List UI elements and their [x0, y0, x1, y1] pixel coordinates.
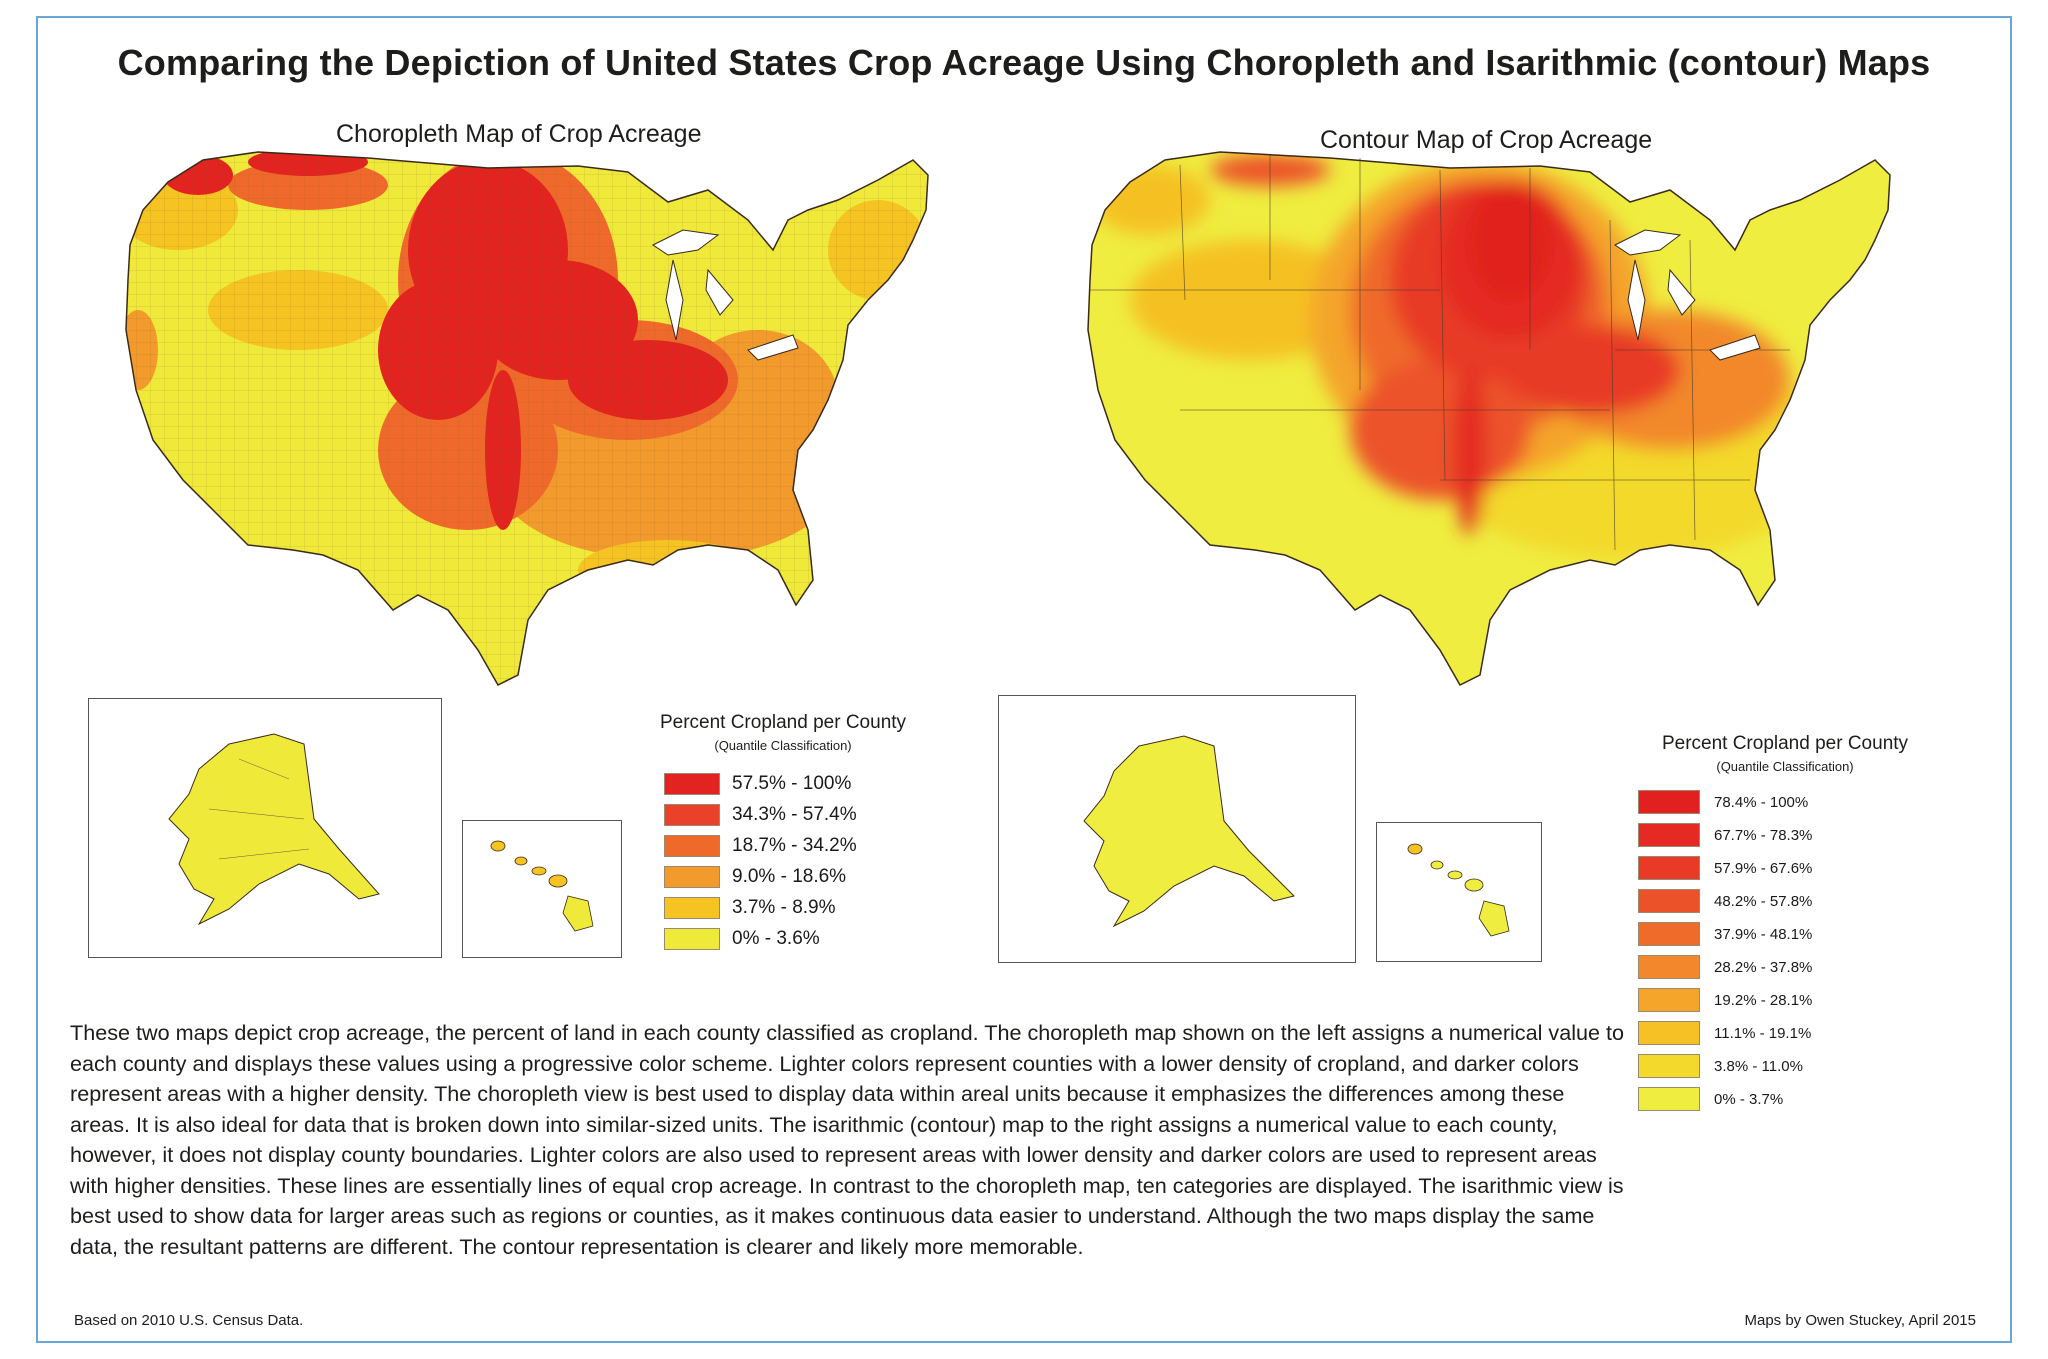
legend-swatch: [1638, 823, 1700, 847]
legend-class: 37.9% - 48.1%: [1638, 922, 1812, 946]
legend-class: 28.2% - 37.8%: [1638, 955, 1812, 979]
legend-class: 34.3% - 57.4%: [664, 804, 857, 826]
alaska-inset-right: [998, 695, 1356, 963]
legend-swatch: [1638, 955, 1700, 979]
legend-class: 9.0% - 18.6%: [664, 866, 846, 888]
legend-label: 67.7% - 78.3%: [1714, 826, 1813, 844]
legend-class: 0% - 3.6%: [664, 928, 820, 950]
legend-label: 37.9% - 48.1%: [1714, 925, 1813, 943]
county-boundaries: [126, 152, 928, 685]
legend-swatch: [664, 897, 720, 919]
description-paragraph: These two maps depict crop acreage, the …: [70, 1020, 1625, 1259]
legend-class: 48.2% - 57.8%: [1638, 889, 1812, 913]
legend-class: 3.7% - 8.9%: [664, 897, 836, 919]
legend-class: 3.8% - 11.0%: [1638, 1054, 1803, 1078]
contour-map-title: Contour Map of Crop Acreage: [1320, 126, 1653, 154]
legend-title: Percent Cropland per County: [1661, 733, 1909, 754]
contour-us-map: [1087, 151, 1891, 686]
legend-label: 3.8% - 11.0%: [1714, 1057, 1803, 1075]
legend-class: 57.5% - 100%: [664, 773, 851, 795]
us-outline: [125, 151, 929, 686]
legend-class: 0% - 3.7%: [1638, 1087, 1783, 1111]
legend-swatch: [1638, 1021, 1700, 1045]
legend-title: Percent Cropland per County: [659, 712, 907, 733]
alaska-boroughs: [208, 758, 310, 860]
legend-subtitle: (Quantile Classification): [1716, 759, 1854, 774]
us-outline: [1087, 151, 1891, 686]
page-title: Comparing the Depiction of United States…: [117, 42, 1931, 83]
footer-credit: Maps by Owen Stuckey, April 2015: [1744, 1312, 1976, 1329]
legend-label: 48.2% - 57.8%: [1714, 892, 1813, 910]
legend-label: 78.4% - 100%: [1714, 793, 1809, 811]
legend-label: 0% - 3.6%: [732, 928, 820, 949]
hawaii-islands: [1407, 843, 1510, 937]
contour-bands: [1090, 154, 1830, 560]
legend-class: 78.4% - 100%: [1638, 790, 1808, 814]
legend-label: 34.3% - 57.4%: [732, 804, 857, 825]
legend-swatch: [664, 866, 720, 888]
legend-swatch: [1638, 889, 1700, 913]
hawaii-inset-left: [462, 820, 622, 958]
legend-swatch: [664, 804, 720, 826]
legend-swatch: [664, 773, 720, 795]
legend-label: 0% - 3.7%: [1714, 1090, 1784, 1108]
legend-swatch: [1638, 1087, 1700, 1111]
legend-label: 28.2% - 37.8%: [1714, 958, 1813, 976]
hawaii-islands: [490, 840, 594, 932]
legend-label: 18.7% - 34.2%: [732, 835, 857, 856]
legend-label: 9.0% - 18.6%: [732, 866, 847, 887]
poster-frame: [36, 16, 2012, 1343]
great-lakes: [1614, 229, 1761, 361]
legend-class: 18.7% - 34.2%: [664, 835, 857, 857]
legend-subtitle: (Quantile Classification): [714, 738, 852, 753]
footer-source: Based on 2010 U.S. Census Data.: [74, 1312, 304, 1329]
legend-swatch: [1638, 988, 1700, 1012]
legend-swatch: [1638, 856, 1700, 880]
great-lakes: [652, 229, 799, 361]
legend-class: 11.1% - 19.1%: [1638, 1021, 1811, 1045]
alaska-shape: [1083, 735, 1295, 928]
alaska-shape: [168, 733, 380, 926]
legend-swatch: [1638, 1054, 1700, 1078]
alaska-inset-left: [88, 698, 442, 958]
legend-swatch: [1638, 790, 1700, 814]
legend-label: 57.9% - 67.6%: [1714, 859, 1813, 877]
legend-class: 57.9% - 67.6%: [1638, 856, 1812, 880]
legend-label: 19.2% - 28.1%: [1714, 991, 1813, 1009]
legend-label: 3.7% - 8.9%: [732, 897, 836, 918]
hawaii-inset-right: [1376, 822, 1542, 962]
legend-class: 67.7% - 78.3%: [1638, 823, 1812, 847]
choropleth-us-map: [125, 151, 929, 686]
legend-class: 19.2% - 28.1%: [1638, 988, 1812, 1012]
legend-swatch: [664, 835, 720, 857]
state-boundaries: [1090, 155, 1790, 551]
legend-swatch: [664, 928, 720, 950]
legend-label: 57.5% - 100%: [732, 773, 852, 794]
choropleth-map-title: Choropleth Map of Crop Acreage: [336, 120, 702, 148]
legend-label: 11.1% - 19.1%: [1714, 1024, 1812, 1042]
legend-swatch: [1638, 922, 1700, 946]
